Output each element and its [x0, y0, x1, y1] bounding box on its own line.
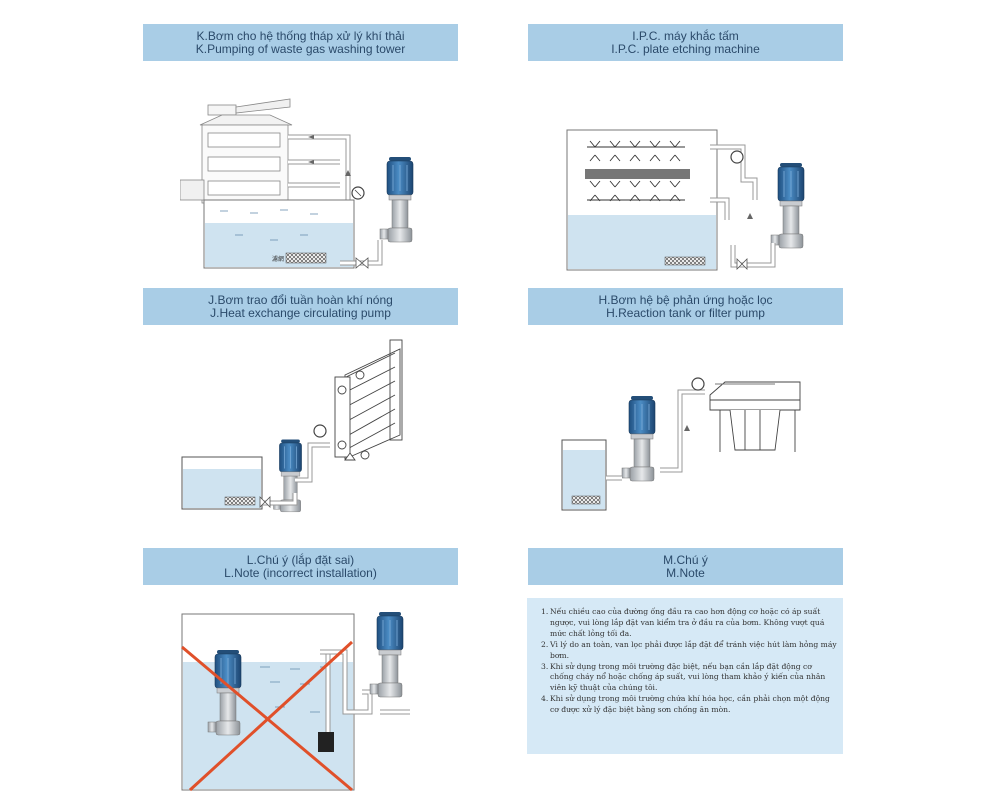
panel-h-title-vi: H.Bơm hệ bệ phản ứng hoặc lọc — [598, 292, 773, 307]
panel-k-title-vi: K.Bơm cho hệ thống tháp xử lý khí thải — [196, 28, 405, 43]
panel-i-diagram — [566, 129, 805, 271]
panel-j-title-en: J.Heat exchange circulating pump — [210, 305, 391, 320]
panel-l-title-vi: L.Chú ý (lắp đặt sai) — [246, 552, 355, 567]
panel-m-title-vi: M.Chú ý — [663, 552, 708, 567]
panel-i-title-vi: I.P.C. máy khắc tấm — [632, 28, 739, 43]
note-item: 2. Vì lý do an toàn, van lọc phải được lắ… — [541, 640, 837, 662]
note-number: 2. — [541, 639, 549, 649]
panel-k-diagram: 濾網 — [180, 98, 414, 269]
note-number: 3. — [541, 661, 549, 671]
panel-h-header: H.Bơm hệ bệ phản ứng hoặc lọc H.Reaction… — [528, 288, 843, 325]
panel-l-title-en: L.Note (incorrect installation) — [224, 565, 377, 580]
note-text: Khi sử dụng trong môi trường chứa khí hó… — [550, 694, 830, 715]
panel-j-diagram — [181, 339, 403, 513]
note-list: 1. Nếu chiều cao của đường ống đầu ra cao… — [541, 607, 837, 716]
note-item: 4. Khi sử dụng trong môi trường chứa khí … — [541, 694, 837, 716]
panel-h-diagram — [561, 377, 801, 511]
panel-i-header: I.P.C. máy khắc tấm I.P.C. plate etching… — [528, 24, 843, 61]
note-box — [527, 598, 843, 754]
panel-j-title-vi: J.Bơm trao đổi tuần hoàn khí nóng — [208, 292, 393, 307]
note-number: 1. — [541, 607, 549, 616]
panel-k-title-en: K.Pumping of waste gas washing tower — [195, 41, 406, 56]
note-text: Vì lý do an toàn, van lọc phải được lắp … — [550, 639, 837, 660]
note-item: 1. Nếu chiều cao của đường ống đầu ra cao… — [541, 607, 837, 640]
note-number: 4. — [541, 694, 549, 704]
panel-k-tank-label: 濾網 — [272, 255, 284, 263]
panel-j-header: J.Bơm trao đổi tuần hoàn khí nóng J.Heat… — [143, 288, 458, 325]
panel-h-title-en: H.Reaction tank or filter pump — [606, 305, 765, 320]
note-text: Nếu chiều cao của đường ống đầu ra cao h… — [550, 607, 825, 638]
panel-i-title-en: I.P.C. plate etching machine — [611, 41, 760, 56]
panel-l-diagram — [181, 612, 410, 792]
panel-l-header: L.Chú ý (lắp đặt sai) L.Note (incorrect … — [143, 548, 458, 585]
panel-m-header: M.Chú ý M.Note — [528, 548, 843, 585]
panel-k-header: K.Bơm cho hệ thống tháp xử lý khí thải K… — [143, 24, 458, 61]
panel-m-title-en: M.Note — [666, 565, 705, 580]
note-text: Khi sử dụng trong môi trường đặc biệt, n… — [550, 661, 826, 693]
note-item: 3. Khi sử dụng trong môi trường đặc biệt,… — [541, 662, 837, 695]
